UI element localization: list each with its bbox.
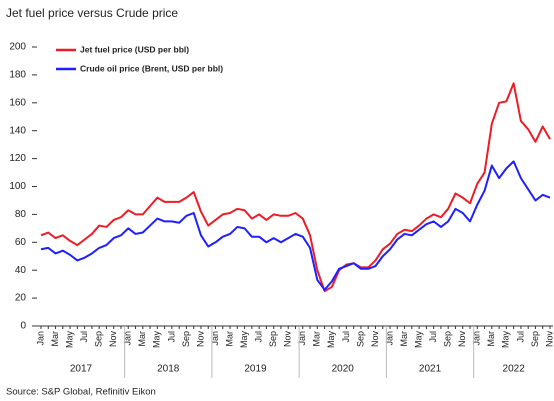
year-label: 2017 xyxy=(70,364,93,375)
x-tick-label: May xyxy=(501,331,511,349)
x-tick-label: May xyxy=(64,331,74,349)
x-tick-label: Mar xyxy=(50,331,60,347)
x-tick-label: Jan xyxy=(123,331,133,346)
x-tick-label: May xyxy=(152,331,162,349)
x-tick-label: Nov xyxy=(283,331,293,348)
y-tick-label: 20 xyxy=(15,293,27,304)
y-tick-label: 200 xyxy=(9,42,26,53)
series-line xyxy=(40,160,551,291)
year-label: 2021 xyxy=(419,364,442,375)
y-tick-label: 80 xyxy=(15,209,27,220)
x-tick-label: Jan xyxy=(210,331,220,346)
x-tick-label: Mar xyxy=(224,331,234,347)
y-tick-label: 100 xyxy=(9,181,26,192)
x-tick-label: May xyxy=(413,331,423,349)
x-tick-label: Jan xyxy=(297,331,307,346)
legend-label: Crude oil price (Brent, USD per bbl) xyxy=(80,63,223,73)
y-tick-label: 0 xyxy=(20,321,26,332)
x-tick-label: Jan xyxy=(384,331,394,346)
x-tick-label: Jul xyxy=(166,331,176,343)
year-label: 2020 xyxy=(332,364,355,375)
chart-title: Jet fuel price versus Crude price xyxy=(6,6,178,20)
x-tick-label: Nov xyxy=(544,331,554,348)
x-tick-label: Sep xyxy=(181,331,191,347)
x-tick-label: Jul xyxy=(515,331,525,343)
x-tick-label: Sep xyxy=(355,331,365,347)
y-tick-label: 60 xyxy=(15,237,27,248)
x-tick-label: May xyxy=(239,331,249,349)
x-tick-label: Jan xyxy=(472,331,482,346)
x-tick-label: Nov xyxy=(195,331,205,348)
x-tick-label: Sep xyxy=(443,331,453,347)
series-line xyxy=(40,82,551,293)
year-label: 2019 xyxy=(244,364,267,375)
x-tick-label: Mar xyxy=(312,331,322,347)
year-label: 2022 xyxy=(503,364,526,375)
x-tick-label: Sep xyxy=(530,331,540,347)
x-tick-label: Jul xyxy=(79,331,89,343)
y-tick-label: 160 xyxy=(9,97,26,108)
x-tick-label: Mar xyxy=(137,331,147,347)
legend-label: Jet fuel price (USD per bbl) xyxy=(80,44,189,54)
year-label: 2018 xyxy=(157,364,180,375)
x-tick-label: Jul xyxy=(341,331,351,343)
x-tick-label: May xyxy=(326,331,336,349)
x-tick-label: Sep xyxy=(94,331,104,347)
x-tick-label: Jul xyxy=(254,331,264,343)
y-tick-label: 180 xyxy=(9,70,26,81)
x-tick-label: Jul xyxy=(428,331,438,343)
x-tick-label: Nov xyxy=(108,331,118,348)
y-tick-label: 140 xyxy=(9,125,26,136)
y-tick-label: 120 xyxy=(9,153,26,164)
x-tick-label: Mar xyxy=(399,331,409,347)
source: Source: S&P Global, Refinitiv Eikon xyxy=(6,387,156,398)
x-tick-label: Sep xyxy=(268,331,278,347)
y-tick-label: 40 xyxy=(15,265,27,276)
x-tick-label: Jan xyxy=(35,331,45,346)
x-tick-label: Nov xyxy=(457,331,467,348)
x-tick-label: Mar xyxy=(486,331,496,347)
x-tick-label: Nov xyxy=(370,331,380,348)
